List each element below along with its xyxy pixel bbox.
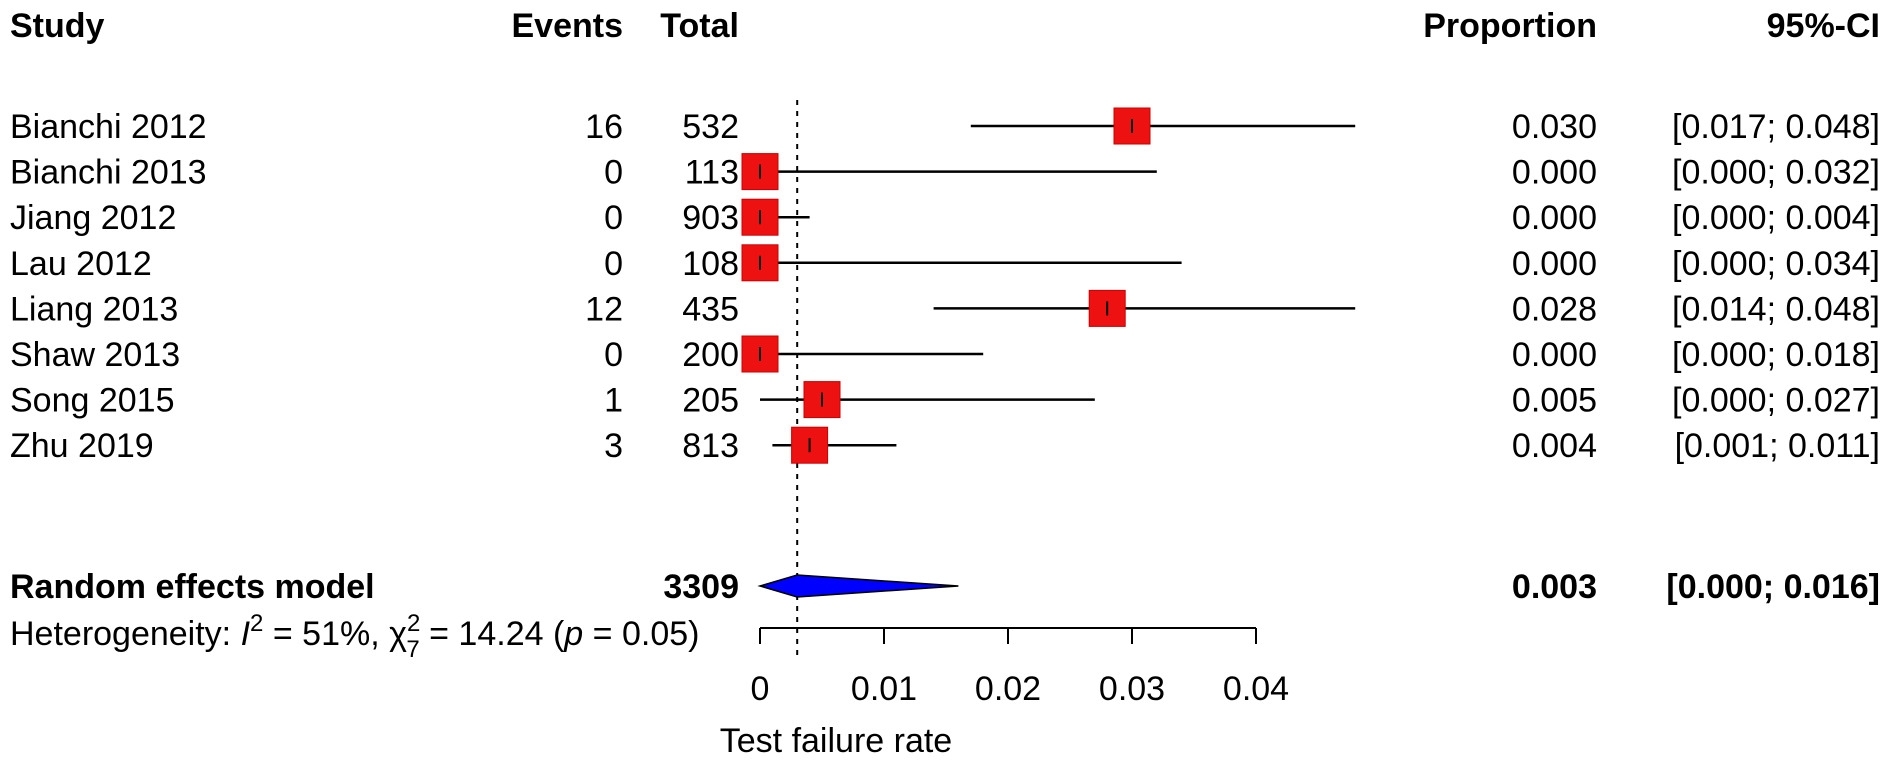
study-row: Shaw 2013 0 200 0.000 [0.000; 0.018] (10, 335, 1880, 374)
study-ci: [0.000; 0.027] (1672, 382, 1880, 420)
study-row: Bianchi 2013 0 113 0.000 [0.000; 0.032] (10, 153, 1880, 192)
study-square (741, 244, 779, 282)
header-total: Total (660, 7, 739, 45)
study-proportion: 0.005 (1512, 382, 1597, 420)
i2-symbol: I (241, 615, 251, 653)
chi-value: = 14.24 ( (420, 615, 565, 653)
i2-superscript: 2 (250, 610, 263, 637)
study-events: 1 (604, 382, 623, 420)
study-events: 0 (604, 336, 623, 374)
study-total: 108 (682, 245, 739, 283)
header-events: Events (512, 7, 624, 45)
study-events: 12 (585, 290, 623, 328)
study-rows: Bianchi 2012 16 532 0.030 [0.017; 0.048]Bian… (10, 107, 1880, 465)
x-axis-tick-label: 0.01 (851, 670, 917, 708)
study-proportion: 0.000 (1512, 154, 1597, 192)
x-axis-label: Test failure rate (720, 722, 952, 760)
p-value: = 0.05) (583, 615, 699, 653)
study-name: Jiang 2012 (10, 199, 176, 237)
pooled-diamond (757, 574, 959, 598)
study-ci: [0.001; 0.011] (1675, 427, 1880, 465)
x-axis-tick-label: 0.02 (975, 670, 1041, 708)
header-proportion: Proportion (1423, 7, 1597, 45)
x-axis-tick-label: 0.03 (1099, 670, 1165, 708)
study-row: Jiang 2012 0 903 0.000 [0.000; 0.004] (10, 198, 1880, 237)
study-name: Bianchi 2012 (10, 108, 207, 146)
pooled-ci: [0.000; 0.016] (1666, 568, 1880, 606)
study-row: Song 2015 1 205 0.005 [0.000; 0.027] (10, 381, 1880, 420)
study-name: Lau 2012 (10, 245, 152, 283)
study-total: 205 (682, 382, 739, 420)
study-total: 532 (682, 108, 739, 146)
study-name: Zhu 2019 (10, 427, 154, 465)
study-proportion: 0.028 (1512, 290, 1597, 328)
study-row: Bianchi 2012 16 532 0.030 [0.017; 0.048] (10, 107, 1880, 146)
chi-superscript: 2 (407, 610, 420, 637)
pooled-proportion: 0.003 (1512, 568, 1597, 606)
study-events: 0 (604, 154, 623, 192)
study-ci: [0.000; 0.018] (1672, 336, 1880, 374)
study-ci: [0.017; 0.048] (1672, 108, 1880, 146)
x-axis-tick-label: 0 (751, 670, 770, 708)
heterogeneity-prefix: Heterogeneity: (10, 615, 241, 653)
i2-value: = 51%, (263, 615, 389, 653)
study-events: 0 (604, 245, 623, 283)
study-proportion: 0.004 (1512, 427, 1597, 465)
study-ci: [0.014; 0.048] (1672, 290, 1880, 328)
study-proportion: 0.000 (1512, 245, 1597, 283)
p-symbol: p (563, 615, 583, 653)
study-proportion: 0.000 (1512, 336, 1597, 374)
study-total: 813 (682, 427, 739, 465)
pooled-total: 3309 (663, 568, 739, 606)
header-ci: 95%-CI (1767, 7, 1880, 45)
study-row: Liang 2013 12 435 0.028 [0.014; 0.048] (10, 289, 1880, 328)
study-total: 435 (682, 290, 739, 328)
study-proportion: 0.030 (1512, 108, 1597, 146)
study-events: 3 (604, 427, 623, 465)
study-total: 200 (682, 336, 739, 374)
study-row: Zhu 2019 3 813 0.004 [0.001; 0.011] (10, 426, 1880, 465)
study-total: 903 (682, 199, 739, 237)
x-axis: 0 0.01 0.02 0.03 0.04 (751, 627, 1289, 708)
study-name: Bianchi 2013 (10, 154, 207, 192)
study-events: 16 (585, 108, 623, 146)
study-name: Shaw 2013 (10, 336, 180, 374)
study-row: Lau 2012 0 108 0.000 [0.000; 0.034] (10, 244, 1880, 283)
study-ci: [0.000; 0.034] (1672, 245, 1880, 283)
header-study: Study (10, 7, 105, 45)
study-proportion: 0.000 (1512, 199, 1597, 237)
chi-symbol: χ (389, 615, 407, 653)
study-ci: [0.000; 0.004] (1672, 199, 1880, 237)
study-total: 113 (685, 154, 739, 192)
pooled-label: Random effects model (10, 568, 375, 606)
study-ci: [0.000; 0.032] (1672, 154, 1880, 192)
study-name: Song 2015 (10, 382, 175, 420)
study-name: Liang 2013 (10, 290, 178, 328)
study-events: 0 (604, 199, 623, 237)
chi-df: 7 (406, 636, 419, 663)
heterogeneity-text: Heterogeneity: I2 = 51%, χ2 7 = 14.24 (p … (10, 610, 699, 663)
x-axis-tick-label: 0.04 (1223, 670, 1289, 708)
